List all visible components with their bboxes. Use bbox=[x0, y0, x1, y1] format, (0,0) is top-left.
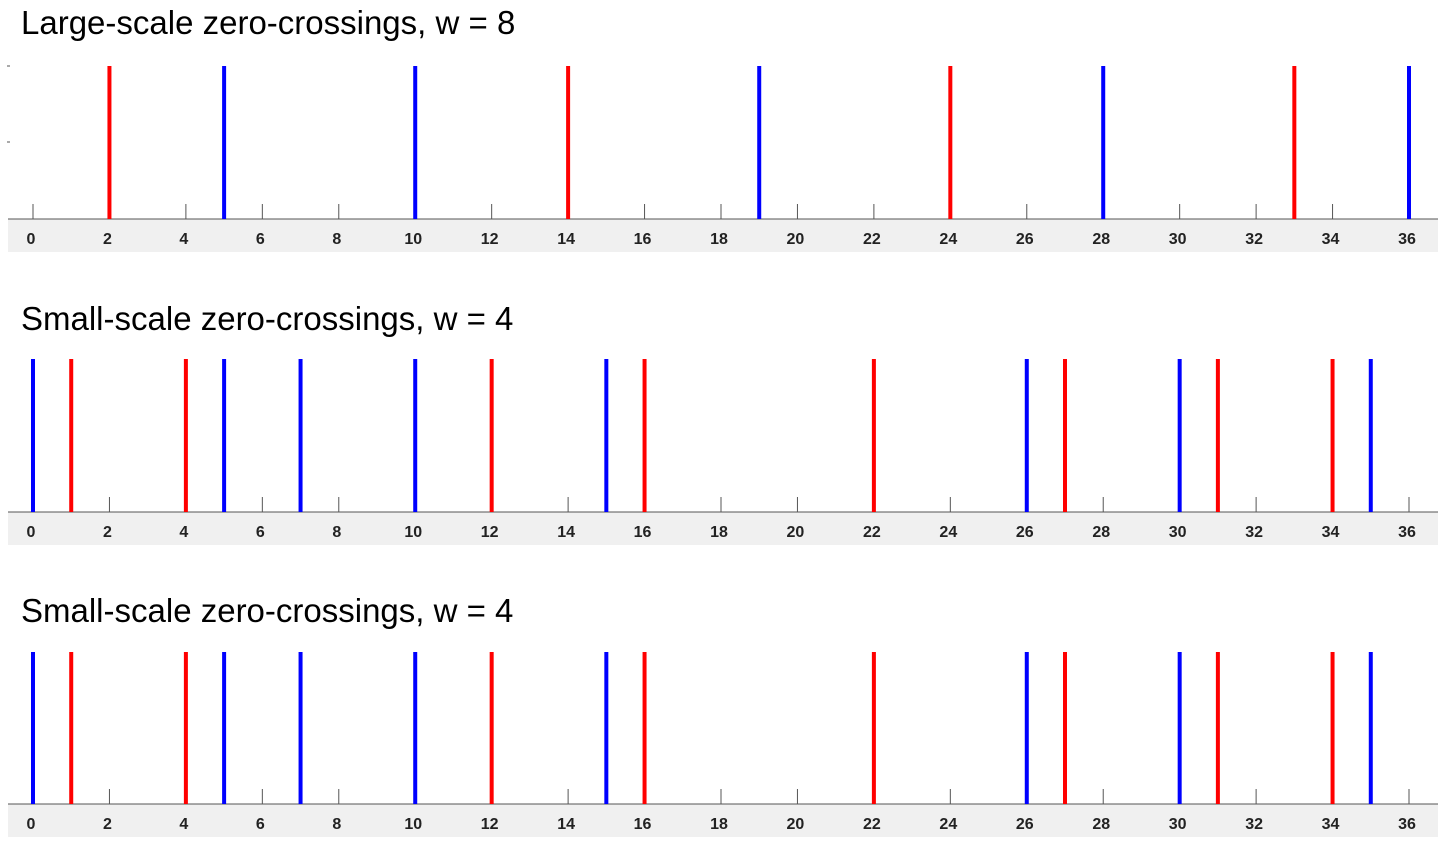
x-tick-label: 20 bbox=[787, 524, 805, 541]
x-tick-label: 2 bbox=[103, 816, 112, 833]
x-tick-label: 2 bbox=[103, 231, 112, 248]
x-tick-label: 24 bbox=[939, 816, 957, 833]
x-tick-label: 16 bbox=[634, 231, 652, 248]
x-tick-label: 30 bbox=[1169, 816, 1187, 833]
x-tick-label: 2 bbox=[103, 524, 112, 541]
x-tick-label: 28 bbox=[1092, 524, 1110, 541]
x-tick-label: 12 bbox=[481, 231, 499, 248]
x-tick-label: 0 bbox=[27, 816, 36, 833]
x-tick-label: 0 bbox=[27, 524, 36, 541]
x-axis-band bbox=[8, 512, 1438, 545]
x-tick-label: 4 bbox=[179, 231, 188, 248]
x-tick-label: 36 bbox=[1398, 231, 1416, 248]
chart-title-3: Small-scale zero-crossings, w = 4 bbox=[21, 592, 514, 629]
x-tick-label: 6 bbox=[256, 816, 265, 833]
x-tick-label: 10 bbox=[404, 524, 422, 541]
x-tick-label: 18 bbox=[710, 524, 728, 541]
x-tick-label: 4 bbox=[179, 816, 188, 833]
x-tick-label: 32 bbox=[1245, 816, 1263, 833]
x-tick-label: 14 bbox=[557, 231, 575, 248]
x-tick-label: 34 bbox=[1322, 524, 1340, 541]
x-tick-label: 12 bbox=[481, 816, 499, 833]
chart-title-2: Small-scale zero-crossings, w = 4 bbox=[21, 300, 514, 337]
x-axis-band bbox=[8, 804, 1438, 837]
x-tick-label: 0 bbox=[27, 231, 36, 248]
x-tick-label: 18 bbox=[710, 231, 728, 248]
x-tick-label: 30 bbox=[1169, 524, 1187, 541]
x-tick-label: 34 bbox=[1322, 816, 1340, 833]
x-tick-label: 20 bbox=[787, 816, 805, 833]
x-tick-label: 32 bbox=[1245, 231, 1263, 248]
x-tick-label: 28 bbox=[1092, 231, 1110, 248]
x-tick-label: 12 bbox=[481, 524, 499, 541]
x-tick-label: 18 bbox=[710, 816, 728, 833]
x-tick-label: 22 bbox=[863, 231, 881, 248]
x-tick-label: 4 bbox=[179, 524, 188, 541]
x-tick-label: 6 bbox=[256, 231, 265, 248]
x-tick-label: 14 bbox=[557, 524, 575, 541]
x-tick-label: 24 bbox=[939, 524, 957, 541]
x-tick-label: 16 bbox=[634, 816, 652, 833]
x-tick-label: 22 bbox=[863, 524, 881, 541]
x-tick-label: 8 bbox=[332, 231, 341, 248]
x-tick-label: 32 bbox=[1245, 524, 1263, 541]
chart-title-1: Large-scale zero-crossings, w = 8 bbox=[21, 4, 516, 41]
x-tick-label: 34 bbox=[1322, 231, 1340, 248]
x-tick-label: 10 bbox=[404, 231, 422, 248]
x-tick-label: 26 bbox=[1016, 816, 1034, 833]
x-tick-label: 36 bbox=[1398, 524, 1416, 541]
x-tick-label: 36 bbox=[1398, 816, 1416, 833]
x-tick-label: 30 bbox=[1169, 231, 1187, 248]
x-tick-label: 28 bbox=[1092, 816, 1110, 833]
x-tick-label: 26 bbox=[1016, 524, 1034, 541]
x-tick-label: 6 bbox=[256, 524, 265, 541]
x-tick-label: 8 bbox=[332, 816, 341, 833]
x-tick-label: 16 bbox=[634, 524, 652, 541]
x-tick-label: 22 bbox=[863, 816, 881, 833]
x-tick-label: 26 bbox=[1016, 231, 1034, 248]
x-tick-label: 14 bbox=[557, 816, 575, 833]
x-tick-label: 20 bbox=[787, 231, 805, 248]
x-tick-label: 10 bbox=[404, 816, 422, 833]
x-axis-band bbox=[8, 219, 1438, 252]
x-tick-label: 24 bbox=[939, 231, 957, 248]
x-tick-label: 8 bbox=[332, 524, 341, 541]
